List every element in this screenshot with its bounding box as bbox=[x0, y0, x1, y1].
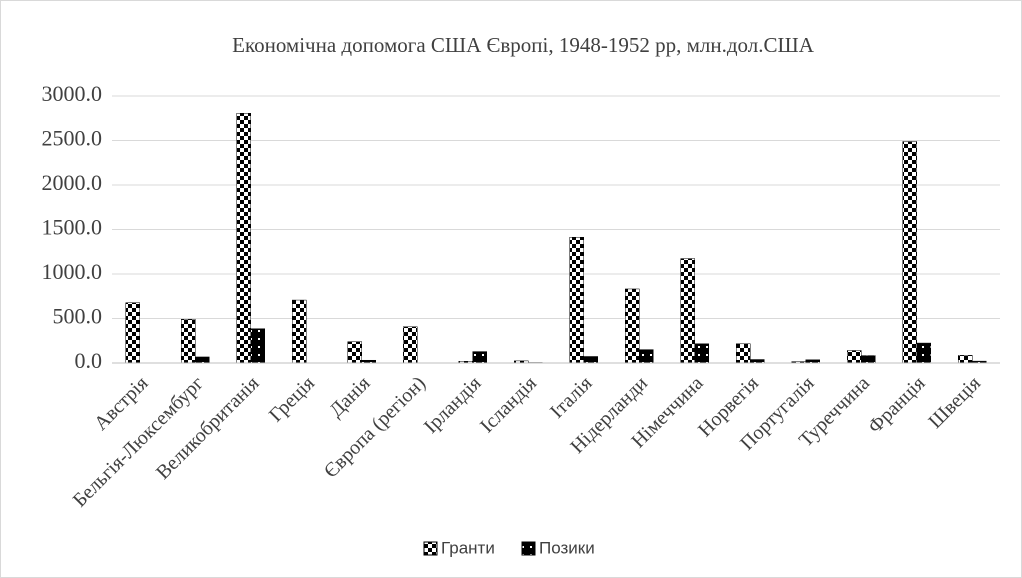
bar bbox=[195, 356, 210, 364]
bar bbox=[750, 359, 765, 364]
bar bbox=[347, 341, 362, 364]
y-tick-label: 500.0 bbox=[53, 304, 103, 329]
bar bbox=[847, 350, 862, 364]
bar bbox=[680, 258, 695, 364]
bar bbox=[236, 113, 251, 364]
bar bbox=[625, 288, 640, 364]
y-tick-label: 1000.0 bbox=[42, 259, 103, 284]
y-tick-label: 2500.0 bbox=[42, 126, 103, 151]
bar bbox=[694, 343, 709, 364]
y-tick-label: 0.0 bbox=[75, 348, 103, 373]
bar bbox=[916, 342, 931, 364]
bar bbox=[736, 343, 751, 364]
legend-label: Гранти bbox=[441, 538, 495, 557]
bar bbox=[403, 326, 418, 364]
y-tick-label: 2000.0 bbox=[42, 170, 103, 195]
y-tick-label: 3000.0 bbox=[42, 81, 103, 106]
bar bbox=[583, 356, 598, 364]
bar bbox=[902, 141, 917, 364]
bar bbox=[472, 351, 487, 364]
bar bbox=[639, 349, 654, 364]
bar bbox=[125, 302, 140, 364]
bar bbox=[569, 236, 584, 364]
y-tick-label: 1500.0 bbox=[42, 215, 103, 240]
chart-title: Економічна допомога США Європі, 1948-195… bbox=[232, 33, 815, 57]
legend-swatch bbox=[521, 541, 536, 556]
legend-label: Позики bbox=[539, 538, 595, 557]
bar bbox=[958, 355, 973, 364]
bar bbox=[292, 299, 307, 364]
legend-swatch bbox=[423, 541, 438, 556]
bar bbox=[181, 319, 196, 364]
bar bbox=[861, 355, 876, 364]
bar bbox=[250, 328, 265, 364]
